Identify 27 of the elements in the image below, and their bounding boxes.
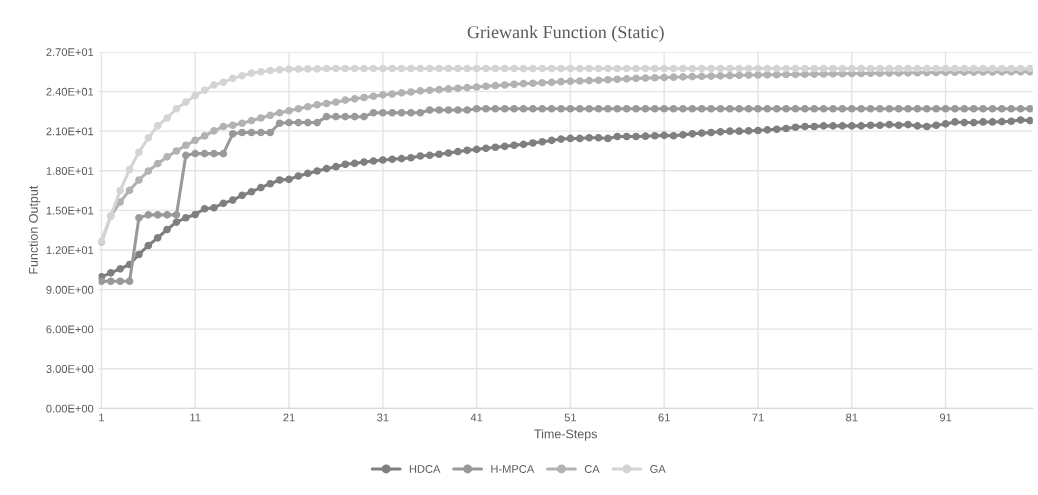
y-tick-label: 2.40E+01 (46, 87, 94, 96)
legend-label: GA (650, 465, 666, 473)
x-tick-label: 21 (283, 413, 295, 422)
x-tick-label: 1 (99, 413, 104, 422)
x-tick-label: 71 (752, 413, 764, 422)
x-tick-label: 41 (470, 413, 483, 422)
legend-label: H-MPCA (491, 465, 535, 473)
y-tick-label: 0.00E+00 (46, 404, 94, 413)
x-tick-label: 61 (658, 413, 670, 422)
legend-label: HDCA (409, 465, 441, 473)
x-tick-label: 81 (846, 413, 858, 422)
x-tick-label: 91 (939, 413, 952, 422)
y-tick-label: 2.10E+01 (46, 127, 94, 136)
y-tick-label: 1.20E+01 (46, 246, 94, 255)
x-tick-label: 11 (190, 413, 201, 422)
y-tick-label: 1.80E+01 (46, 167, 94, 175)
x-tick-label: 51 (564, 413, 577, 422)
y-axis-title: Function Output (28, 185, 41, 274)
x-tick-label: 31 (377, 413, 389, 422)
x-axis-title: Time-Steps (534, 429, 597, 441)
legend-label: CA (584, 465, 600, 473)
y-tick-label: 2.70E+01 (46, 48, 94, 57)
chart-title: Griewank Function (Static) (467, 25, 664, 42)
y-tick-label: 9.00E+00 (46, 285, 94, 294)
y-tick-label: 6.00E+00 (46, 325, 94, 334)
y-tick-label: 3.00E+00 (46, 365, 94, 373)
y-tick-label: 1.50E+01 (46, 206, 94, 215)
